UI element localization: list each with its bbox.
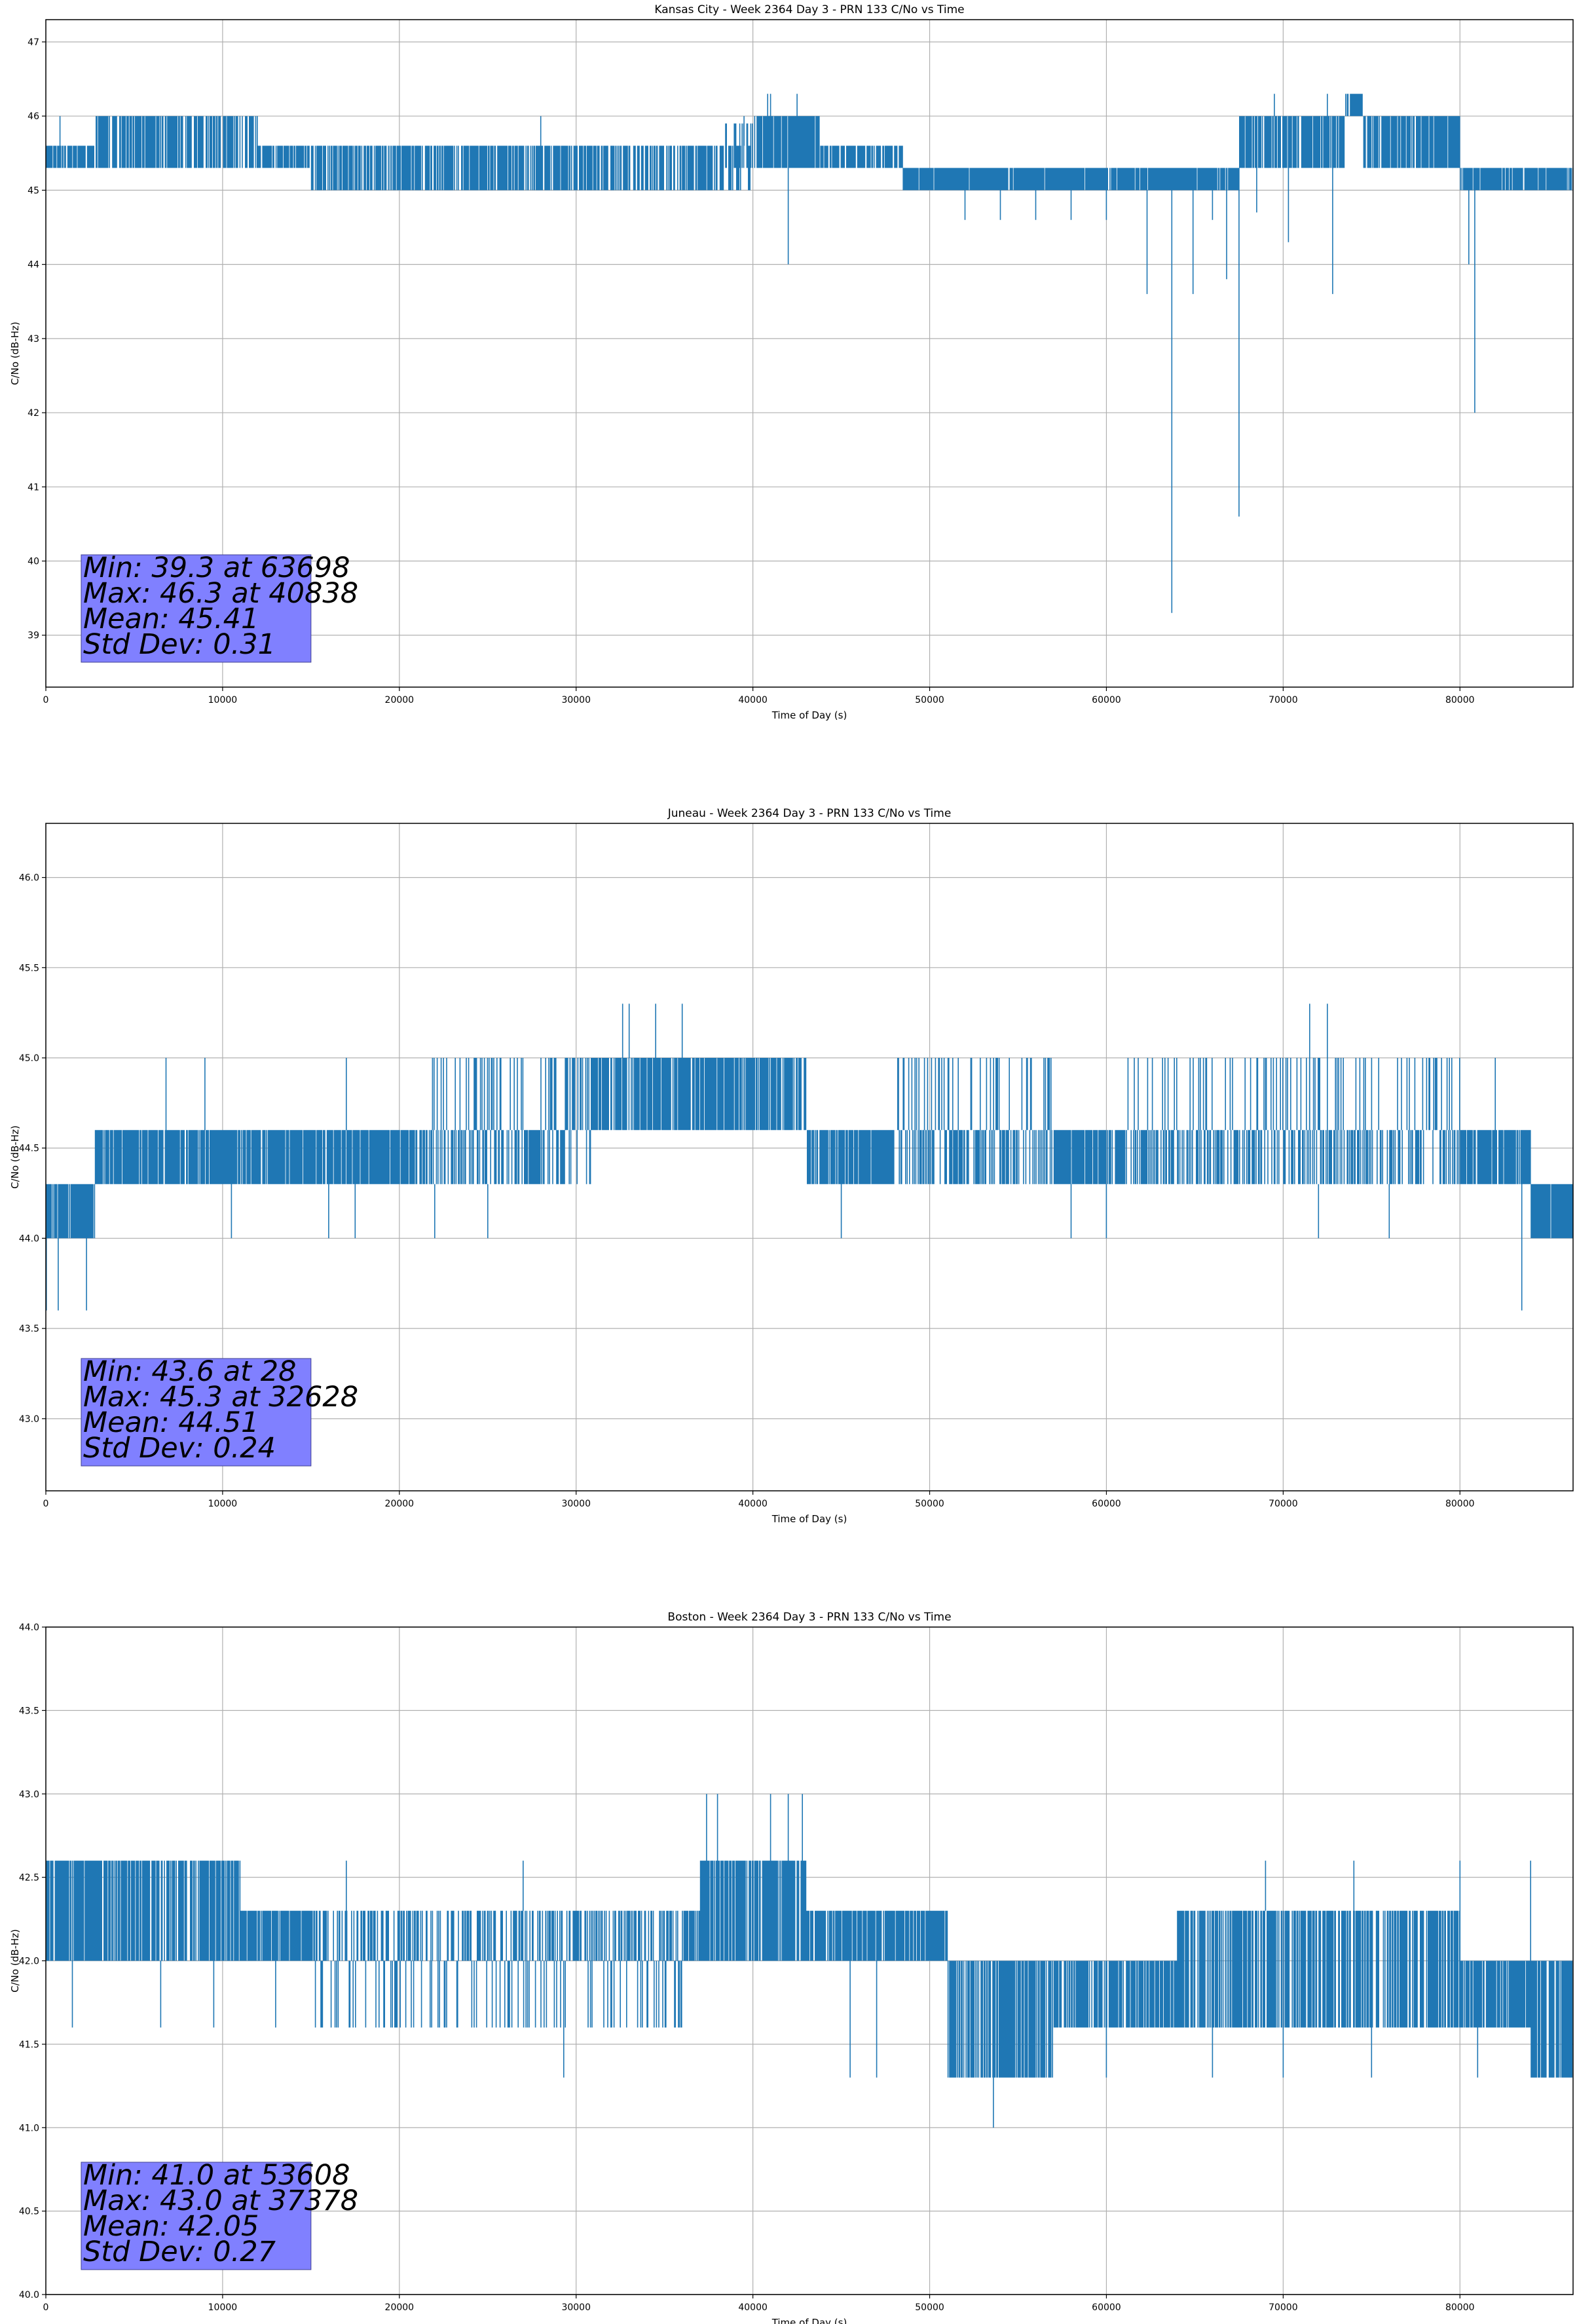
stats-min: Min: 41.0 at 53608: [83, 2159, 350, 2192]
x-tick-label: 70000: [1269, 2302, 1298, 2313]
x-tick-label: 40000: [738, 695, 768, 705]
chart-panel-3: 0 10000 20000 30000 40000 50000 60000 70000 8000…: [9, 1611, 1574, 2324]
y-axis-label: C/No (dB-Hz): [9, 1125, 21, 1189]
x-tick-label: 50000: [915, 1499, 944, 1509]
y-tick-label: 41.5: [19, 2040, 39, 2050]
y-tick-label: 47: [28, 37, 39, 48]
x-tick-label: 80000: [1445, 695, 1475, 705]
x-tick-label: 0: [43, 2302, 49, 2313]
y-tick-label: 45: [28, 185, 39, 196]
stats-box-background: [81, 1358, 312, 1467]
x-tick-label: 0: [43, 695, 49, 705]
y-tick-label: 45.5: [19, 963, 39, 973]
y-tick-label: 43.0: [19, 1414, 39, 1425]
data-series-line: [46, 1003, 1573, 1311]
x-tick-label: 60000: [1092, 2302, 1121, 2313]
y-tick-label: 42: [28, 408, 39, 419]
x-tick-label: 60000: [1092, 695, 1121, 705]
stats-max: Max: 46.3 at 40838: [83, 577, 358, 610]
x-tick-label: 30000: [561, 695, 591, 705]
x-tick-label: 10000: [208, 1499, 238, 1509]
stats-max: Max: 43.0 at 37378: [83, 2184, 358, 2217]
stats-std: Std Dev: 0.24: [83, 1432, 276, 1465]
y-tick-label: 44.0: [19, 1622, 39, 1633]
chart-title: Boston - Week 2364 Day 3 - PRN 133 C/No …: [667, 1611, 951, 1624]
x-tick-label: 0: [43, 1499, 49, 1509]
stats-box-background: [81, 2162, 312, 2270]
x-tick-label: 80000: [1445, 1499, 1475, 1509]
plot-frame: [45, 823, 1574, 1491]
y-tick-label: 43.5: [19, 1706, 39, 1716]
x-tick-label: 40000: [738, 1499, 768, 1509]
x-axis-label: Time of Day (s): [771, 1513, 847, 1525]
x-tick-label: 60000: [1092, 1499, 1121, 1509]
x-tick-label: 40000: [738, 2302, 768, 2313]
x-axis-label: Time of Day (s): [771, 2317, 847, 2324]
stats-std: Std Dev: 0.27: [83, 2236, 276, 2268]
x-tick-label: 10000: [208, 2302, 238, 2313]
x-axis-label: Time of Day (s): [771, 709, 847, 721]
stats-mean: Mean: 42.05: [83, 2210, 259, 2243]
x-tick-label: 70000: [1269, 695, 1298, 705]
data-series-line: [46, 94, 1573, 613]
y-tick-label: 41.0: [19, 2123, 39, 2133]
chart-title: Kansas City - Week 2364 Day 3 - PRN 133 …: [654, 3, 964, 16]
x-tick-label: 30000: [561, 1499, 591, 1509]
y-tick-label: 42.0: [19, 1957, 39, 1967]
x-tick-label: 20000: [385, 1499, 415, 1509]
y-axis-label: C/No (dB-Hz): [9, 322, 21, 385]
x-tick-label: 20000: [385, 2302, 415, 2313]
y-tick-label: 43.5: [19, 1324, 39, 1334]
chart-panel-1: 0 10000 20000 30000 40000 50000 60000 70000 8000…: [9, 3, 1574, 721]
chart-panel-2: 0 10000 20000 30000 40000 50000 60000 70000 8000…: [9, 807, 1574, 1525]
x-tick-label: 50000: [915, 695, 944, 705]
x-tick-label: 50000: [915, 2302, 944, 2313]
stats-min: Min: 39.3 at 63698: [83, 552, 350, 584]
x-tick-label: 30000: [561, 2302, 591, 2313]
y-tick-label: 39: [28, 631, 39, 641]
y-tick-label: 43.0: [19, 1790, 39, 1800]
stats-mean: Mean: 45.41: [83, 603, 259, 635]
y-tick-label: 44.5: [19, 1144, 39, 1154]
y-tick-label: 45.0: [19, 1053, 39, 1064]
data-series-line: [46, 1793, 1573, 2128]
plot-frame: [45, 19, 1574, 688]
y-tick-label: 46.0: [19, 873, 39, 884]
stats-mean: Mean: 44.51: [83, 1406, 259, 1439]
y-tick-label: 44: [28, 260, 39, 271]
x-tick-label: 80000: [1445, 2302, 1475, 2313]
y-tick-label: 40.5: [19, 2207, 39, 2217]
x-tick-label: 70000: [1269, 1499, 1298, 1509]
x-tick-label: 20000: [385, 695, 415, 705]
y-tick-label: 46: [28, 111, 39, 122]
stats-min: Min: 43.6 at 28: [83, 1355, 296, 1388]
y-tick-label: 40.0: [19, 2290, 39, 2300]
y-tick-label: 44.0: [19, 1233, 39, 1244]
chart-title: Juneau - Week 2364 Day 3 - PRN 133 C/No …: [667, 807, 952, 820]
y-tick-label: 42.5: [19, 1873, 39, 1883]
stats-box-background: [81, 554, 312, 663]
stats-max: Max: 45.3 at 32628: [83, 1381, 358, 1414]
y-axis-label: C/No (dB-Hz): [9, 1929, 21, 1993]
y-tick-label: 41: [28, 482, 39, 493]
x-tick-label: 10000: [208, 695, 238, 705]
stats-std: Std Dev: 0.31: [83, 628, 276, 661]
y-tick-label: 43: [28, 334, 39, 345]
y-tick-label: 40: [28, 557, 39, 567]
